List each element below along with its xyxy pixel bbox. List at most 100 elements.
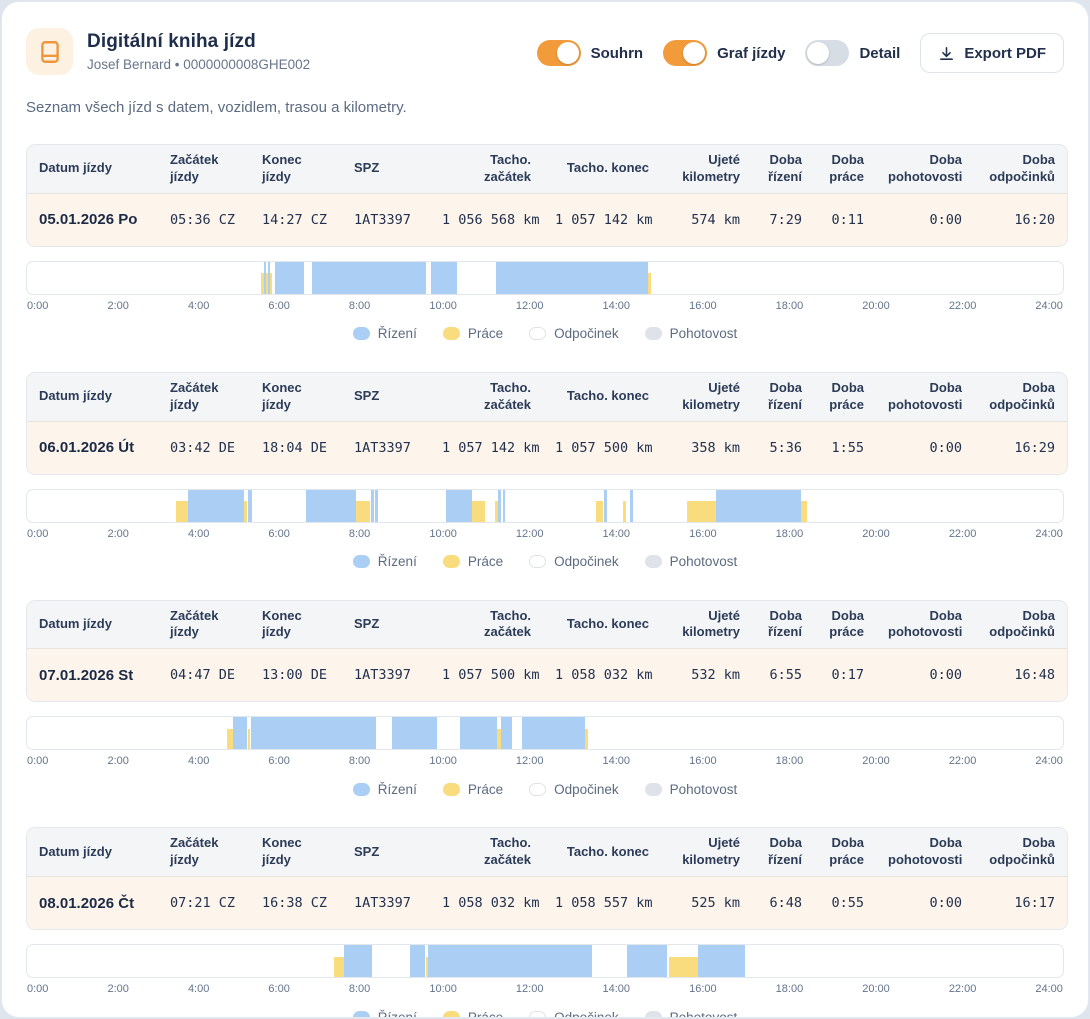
timeline-segment-driving — [716, 489, 801, 522]
axis-tick-label: 14:00 — [602, 755, 631, 768]
column-header: Konec jízdy — [250, 601, 342, 650]
axis-tick-label: 16:00 — [689, 299, 717, 312]
column-header: Doba pohotovosti — [876, 145, 974, 194]
column-header: Doba pohotovosti — [876, 373, 974, 422]
axis-tick-label: 2:00 — [107, 527, 129, 540]
driving-swatch-icon — [352, 555, 370, 569]
driver-vehicle-subtitle: Josef Bernard • 0000000008GHE002 — [87, 57, 311, 72]
timeline-segment-work — [425, 956, 429, 978]
timeline-segment-driving — [392, 717, 438, 750]
trip-cell: 0:00 — [876, 649, 974, 702]
column-header: Ujeté kilometry — [661, 145, 752, 194]
column-header: SPZ — [342, 601, 430, 650]
trip-cell: 07:21 CZ — [158, 877, 250, 930]
legend-item: Řízení — [352, 326, 417, 341]
legend-label: Odpočinek — [554, 326, 619, 342]
column-header: Začátek jízdy — [158, 373, 250, 422]
trip-date-cell: 05.01.2026 Po — [27, 193, 158, 246]
legend-label: Odpočinek — [554, 554, 619, 570]
axis-tick-label: 10:00 — [429, 527, 457, 540]
day-section: Datum jízdy Začátek jízdy Konec jízdy SPZ Ta… — [26, 827, 1068, 1018]
day-section: Datum jízdy Začátek jízdy Konec jízdy SPZ Ta… — [26, 599, 1068, 800]
column-header: Začátek jízdy — [158, 601, 250, 650]
timeline-segment-work — [227, 728, 234, 750]
table-header-row: Datum jízdy Začátek jízdy Konec jízdy SPZ Ta… — [27, 828, 1067, 878]
axis-tick-label: 4:00 — [187, 299, 210, 312]
souhrn-toggle[interactable] — [536, 40, 581, 66]
timeline-segment-driving — [430, 261, 458, 294]
timeline-segment-driving — [409, 945, 425, 978]
column-header: Doba pohotovosti — [876, 828, 974, 878]
toggle-souhrn-group: Souhrn — [536, 40, 643, 66]
column-header: Datum jízdy — [27, 828, 158, 878]
timeline-segment-driving — [306, 489, 356, 522]
graf-jizdy-toggle[interactable] — [663, 40, 708, 66]
legend-item: Práce — [442, 781, 504, 797]
timeline-segment-work — [248, 728, 251, 750]
column-header: Tacho. konec — [543, 601, 661, 650]
legend-label: Práce — [467, 326, 504, 342]
timeline-segment-driving — [187, 489, 245, 522]
trip-cell: 7:29 — [752, 193, 814, 246]
column-header: Ujeté kilometry — [661, 601, 752, 650]
activity-timeline-chart — [26, 716, 1064, 751]
trip-cell: 0:17 — [814, 649, 876, 702]
legend-label: Řízení — [377, 781, 417, 797]
legend-label: Práce — [467, 781, 504, 797]
axis-tick-label: 6:00 — [268, 755, 290, 768]
trip-cell: 1 058 032 km — [430, 877, 543, 930]
trip-cell: 1 058 032 km — [543, 649, 661, 702]
column-header: Tacho. konec — [543, 145, 661, 194]
column-header: Konec jízdy — [250, 373, 342, 422]
column-header: Datum jízdy — [27, 373, 158, 422]
legend-label: Odpočinek — [554, 781, 619, 797]
legend-item: Odpočinek — [529, 782, 619, 797]
column-header: Tacho. začátek — [430, 828, 543, 878]
legend-label: Řízení — [377, 554, 417, 570]
axis-tick-label: 8:00 — [348, 755, 371, 768]
activity-timeline-chart — [26, 944, 1064, 979]
timeline-segment-driving — [626, 945, 667, 978]
driving-swatch-icon — [352, 327, 370, 341]
legend-item: Pohotovost — [644, 1009, 738, 1018]
timeline-segment-work — [686, 501, 717, 522]
legend-item: Řízení — [352, 1010, 417, 1017]
column-header: Doba řízení — [752, 373, 814, 422]
time-axis: 0:00 2:00 4:00 6:00 8:00 10:00 12:00 14:00 16:00… — [26, 300, 1064, 312]
header-controls: Souhrn Graf jízdy Detail Export PDF — [536, 28, 1064, 73]
trip-table: Datum jízdy Začátek jízdy Konec jízdy SPZ Ta… — [26, 371, 1068, 475]
column-header: Ujeté kilometry — [661, 828, 752, 878]
graf-jizdy-toggle-label: Graf jízdy — [717, 44, 786, 62]
axis-tick-label: 12:00 — [515, 527, 544, 540]
chart-legend: Řízení Práce Odpočinek Pohotovost — [26, 552, 1064, 572]
timeline-segment-driving — [267, 261, 270, 294]
trip-cell: 6:48 — [752, 877, 814, 930]
timeline-segment-work — [595, 501, 604, 522]
driving-swatch-icon — [352, 1010, 370, 1017]
table-row: 08.01.2026 Čt 07:21 CZ 16:38 CZ 1AT3397 1 05… — [27, 877, 1067, 930]
axis-tick-label: 24:00 — [1035, 299, 1063, 312]
trip-cell: 1 056 568 km — [430, 193, 543, 246]
standby-swatch-icon — [644, 782, 662, 796]
axis-tick-label: 10:00 — [429, 983, 457, 996]
page-description: Seznam všech jízd s datem, vozidlem, tra… — [26, 99, 407, 116]
timeline-segment-driving — [521, 717, 585, 750]
timeline-segment-driving — [502, 489, 506, 522]
column-header: Doba řízení — [752, 828, 814, 878]
legend-label: Pohotovost — [669, 1009, 738, 1018]
axis-tick-label: 8:00 — [348, 299, 371, 312]
column-header: SPZ — [342, 828, 430, 878]
trip-cell: 1 057 500 km — [543, 421, 661, 474]
timeline-segment-work — [355, 501, 371, 522]
axis-tick-label: 0:00 — [27, 527, 49, 540]
trip-cell: 1 057 142 km — [430, 421, 543, 474]
axis-tick-label: 20:00 — [862, 755, 890, 768]
axis-tick-label: 2:00 — [107, 755, 129, 768]
export-pdf-button[interactable]: Export PDF — [920, 33, 1064, 73]
time-axis: 0:00 2:00 4:00 6:00 8:00 10:00 12:00 14:00 16:00… — [26, 983, 1064, 995]
axis-tick-label: 18:00 — [775, 983, 804, 996]
chart-legend: Řízení Práce Odpočinek Pohotovost — [26, 324, 1064, 344]
trip-cell: 5:36 — [752, 421, 814, 474]
detail-toggle[interactable] — [805, 40, 850, 66]
